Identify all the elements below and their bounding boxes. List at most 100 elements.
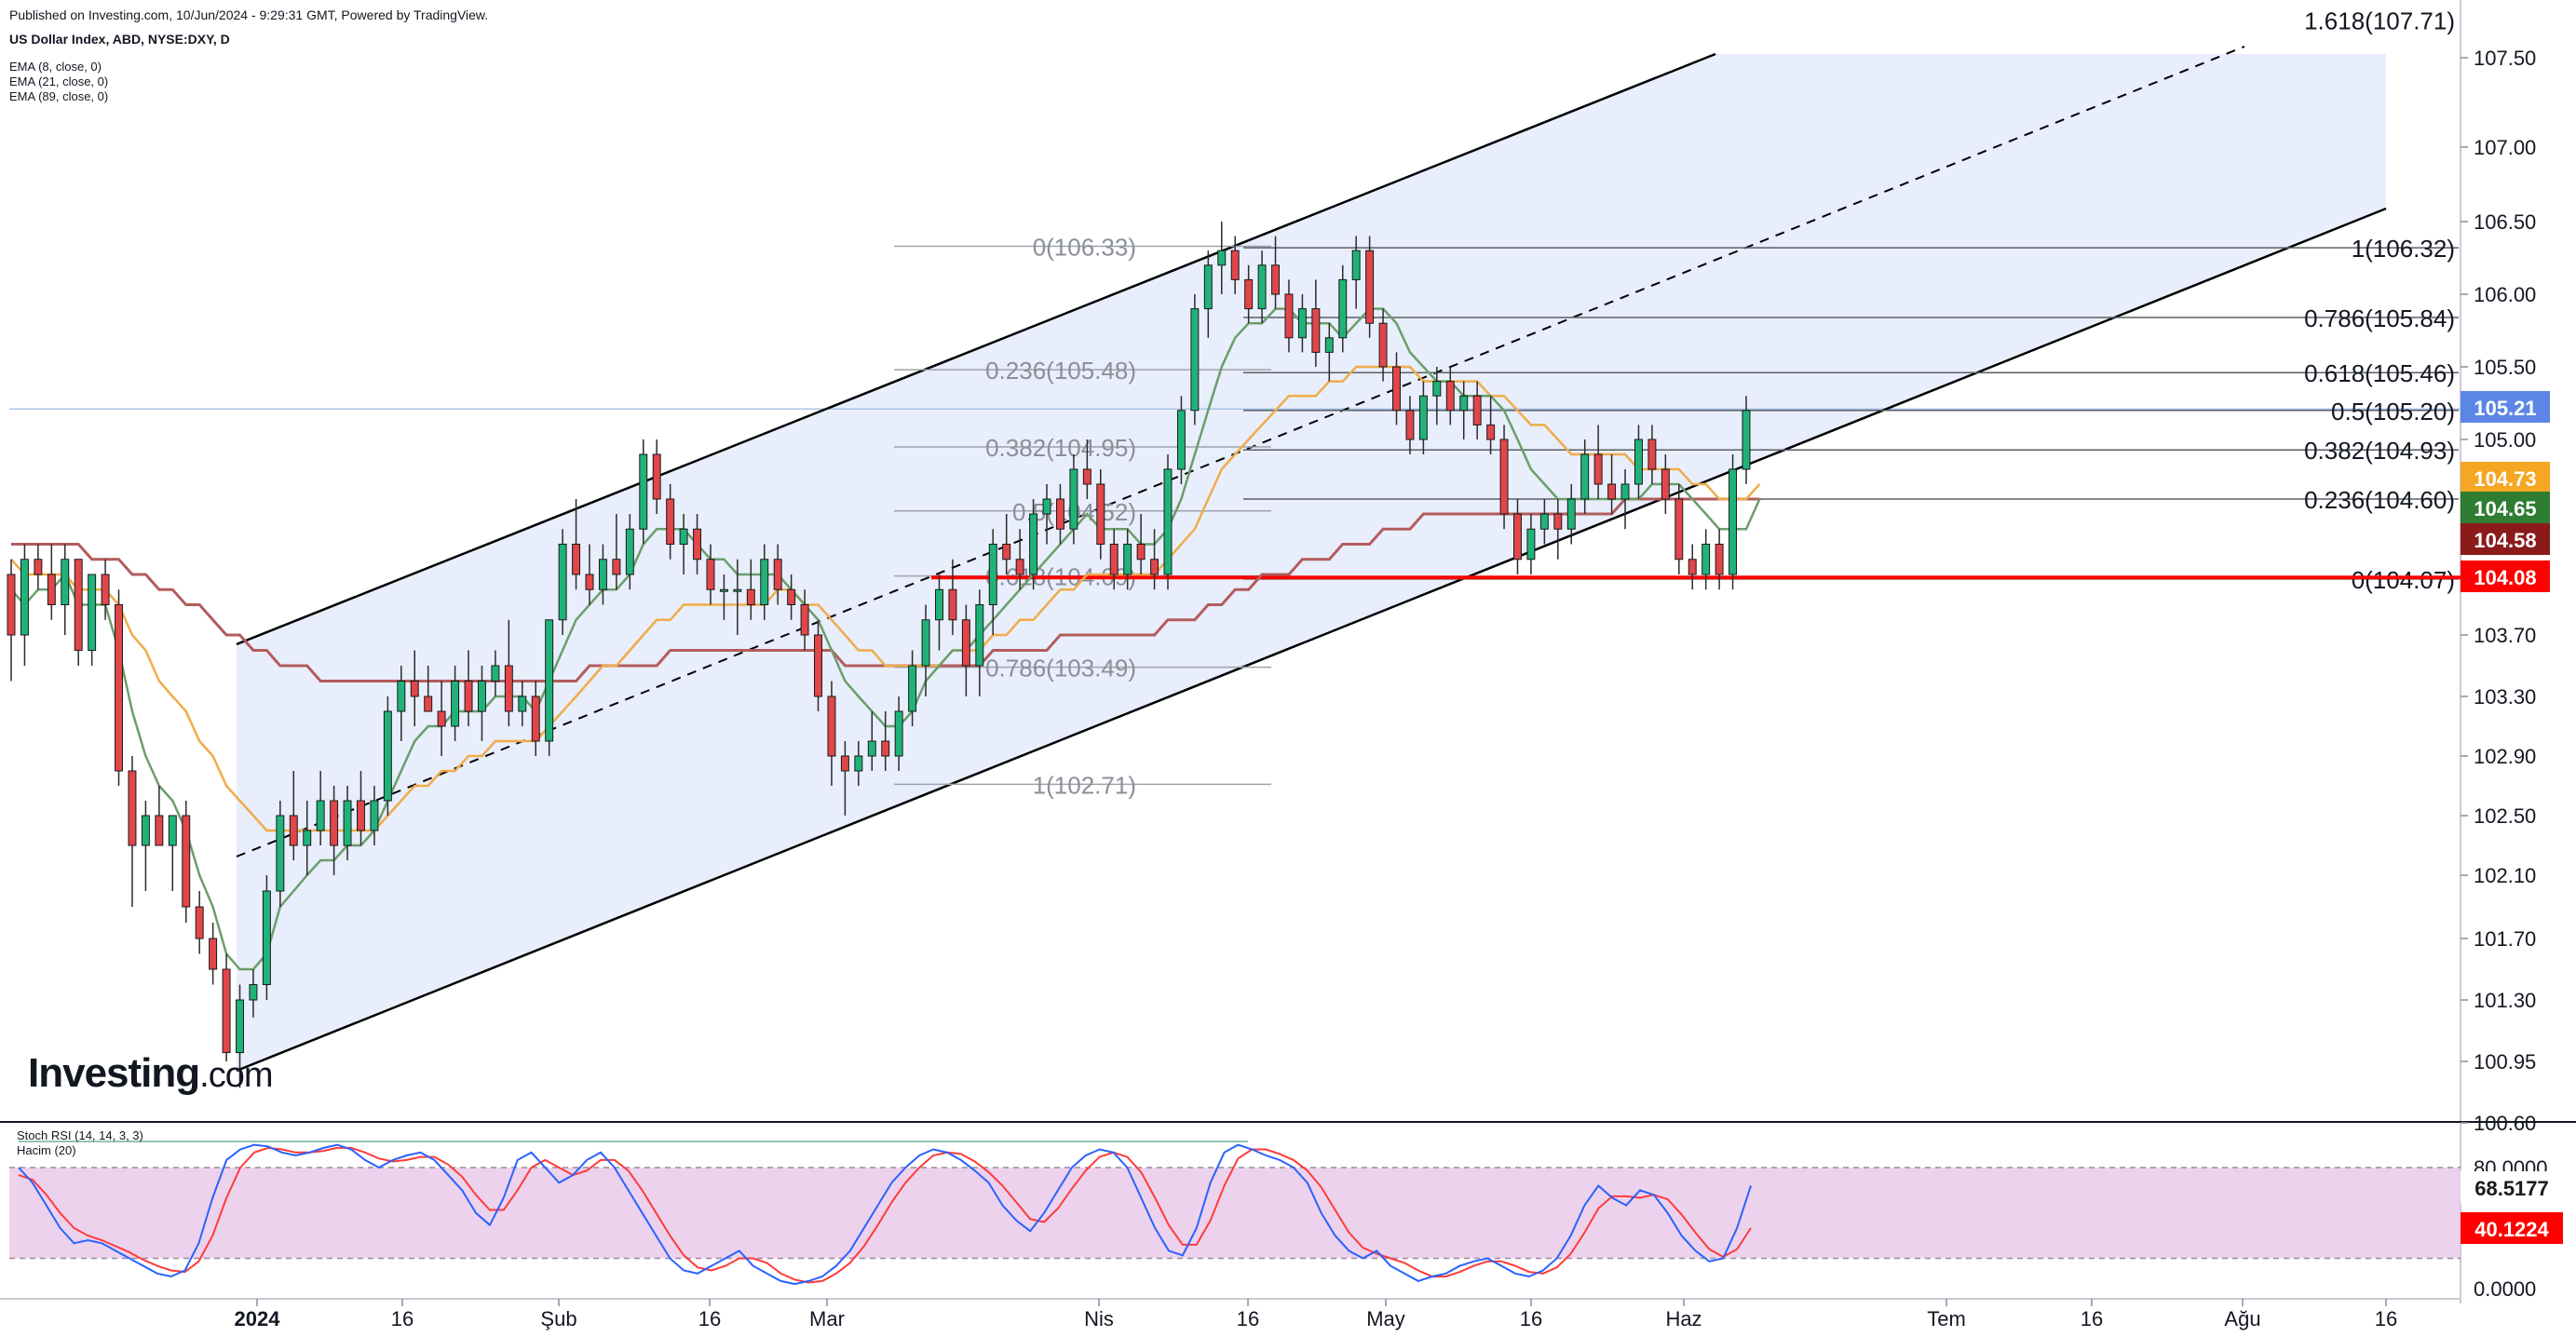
candle-body [1123, 544, 1132, 575]
fib-right-label: 0.5(105.20) [2331, 398, 2455, 425]
candle-body [1459, 395, 1469, 412]
price-label-text: 104.08 [2474, 566, 2536, 589]
candle-body [34, 559, 43, 575]
candle-body [1526, 528, 1536, 560]
time-tick-label: 16 [2081, 1307, 2103, 1330]
candle [921, 604, 930, 696]
candle [101, 559, 110, 620]
candle [1742, 396, 1751, 484]
candle-body [787, 588, 796, 605]
candle [1647, 425, 1657, 484]
candle-body [47, 574, 56, 605]
time-tick-label: Şub [540, 1307, 576, 1330]
candle [222, 953, 231, 1061]
candle [585, 544, 594, 605]
fib-right-label: 0(104.07) [2352, 566, 2455, 594]
candle-body [733, 588, 742, 592]
candle-body [518, 696, 527, 712]
candle [397, 666, 406, 741]
candle [814, 619, 822, 711]
candle [1702, 529, 1711, 590]
candle-body [1702, 544, 1711, 575]
indicator-ema21: EMA (21, close, 0) [9, 74, 109, 88]
candle [1297, 294, 1307, 353]
candle [1661, 454, 1670, 514]
candle [1029, 499, 1038, 590]
candle-body [1029, 513, 1038, 575]
price-tick-label: 105.50 [2474, 356, 2536, 379]
candle-body [464, 681, 473, 712]
candle [625, 514, 634, 590]
candle-body [827, 696, 836, 757]
osc-label-bg [2461, 1212, 2563, 1244]
channel-shade [237, 54, 2386, 1071]
candle-body [1539, 513, 1549, 530]
price-tick-label: 100.95 [2474, 1050, 2536, 1074]
price-label-bg [2461, 391, 2550, 423]
candle [1539, 499, 1549, 545]
time-tick-label: 16 [2375, 1307, 2397, 1330]
candle-body [1742, 410, 1751, 470]
candle-body [262, 890, 271, 985]
fib-right-label: 0.236(104.60) [2304, 486, 2455, 514]
candle [343, 786, 352, 860]
osc-label-text: 68.5177 [2474, 1177, 2549, 1200]
investing-logo: Investing.com [28, 1050, 274, 1097]
candle-body [867, 740, 876, 757]
candle [74, 559, 83, 666]
candle [787, 574, 796, 620]
candle-body [1365, 250, 1375, 324]
candle [1123, 529, 1132, 590]
price-label-badge: 104.65 [2461, 492, 2550, 523]
candle-body [1392, 366, 1401, 412]
price-label-badge: 104.08 [2461, 560, 2550, 592]
candle-body [652, 453, 661, 500]
candle [1042, 484, 1051, 545]
osc-title: Stoch RSI (14, 14, 3, 3) [17, 1128, 143, 1142]
candle-body [504, 665, 513, 712]
candle-body [182, 815, 191, 908]
candle [1688, 544, 1697, 590]
published-note: Published on Investing.com, 10/Jun/2024 … [9, 7, 489, 22]
candle [1418, 381, 1428, 454]
candle [491, 650, 500, 696]
candle-body [1607, 483, 1617, 500]
candle-body [746, 588, 755, 605]
candle-body [1284, 293, 1294, 339]
candle-body [558, 544, 567, 621]
candle-body [639, 453, 648, 530]
candle-body [666, 498, 675, 545]
candle [1069, 454, 1078, 545]
candle [827, 681, 836, 786]
candle-body [572, 544, 581, 575]
candle-body [679, 528, 688, 545]
candle [262, 875, 271, 1000]
candle-body [1069, 468, 1078, 530]
logo-main: Investing [28, 1050, 200, 1096]
candle-body [961, 619, 970, 667]
candle-body [840, 755, 849, 772]
candle-body [935, 588, 943, 621]
candle [612, 514, 621, 590]
price-tick-label: 102.50 [2474, 804, 2536, 828]
candle [1620, 469, 1630, 530]
candle-body [1418, 395, 1428, 440]
candle-body [491, 665, 500, 682]
time-tick-label: 16 [1237, 1307, 1259, 1330]
time-tick-label: Mar [809, 1307, 845, 1330]
candle-body [330, 800, 339, 846]
candle [504, 619, 513, 726]
price-label-bg [2461, 492, 2550, 523]
candle [1674, 484, 1684, 574]
candle [1634, 425, 1643, 499]
candle-body [1553, 513, 1563, 530]
candle [693, 514, 702, 574]
price-label-bg [2461, 560, 2550, 592]
candle [1729, 454, 1738, 590]
price-tick-label: 100.60 [2474, 1112, 2536, 1135]
candle [1230, 236, 1240, 294]
candle [464, 650, 473, 726]
candle-body [545, 619, 554, 742]
osc-label-bg [2461, 1171, 2563, 1203]
